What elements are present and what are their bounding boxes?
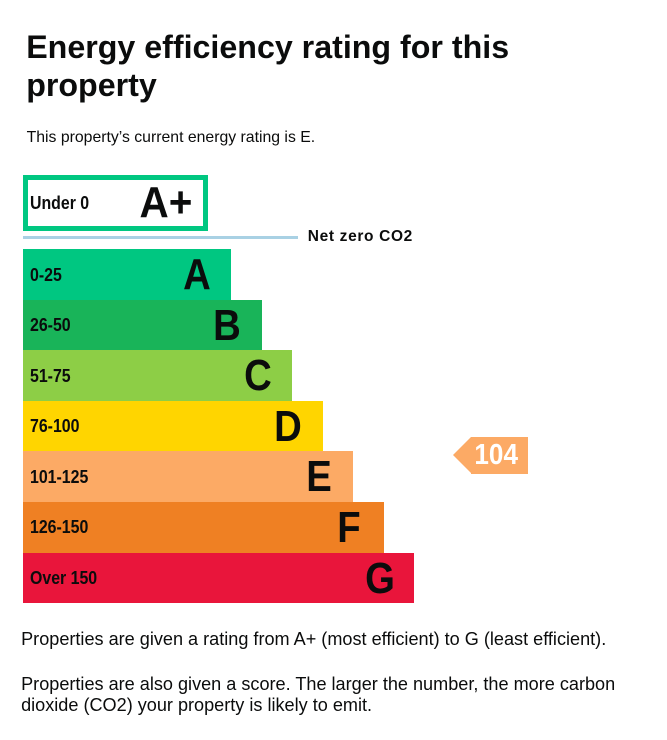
rating-band-a: 0-25 A — [22, 249, 231, 300]
rating-band-letter: D — [274, 401, 303, 451]
rating-band-letter: B — [213, 300, 241, 350]
current-score-value: 104 — [474, 439, 518, 472]
rating-band-range: 26-50 — [30, 314, 71, 336]
current-rating-text: This property’s current energy rating is… — [26, 129, 316, 147]
net-zero-line — [22, 236, 299, 240]
rating-bands: 0-25 A 26-50 B 51-75 C 76-100 D 101-125 … — [22, 249, 415, 604]
rating-band-range: 76-100 — [30, 415, 80, 437]
rating-band-g: Over 150 G — [22, 552, 415, 604]
rating-band-range: 0-25 — [30, 263, 62, 285]
band-a-plus-letter: A+ — [139, 177, 193, 227]
rating-band-b: 26-50 B — [22, 299, 262, 351]
rating-band-f: 126-150 F — [22, 502, 384, 553]
net-zero-label: Net zero CO2 — [307, 228, 413, 246]
marker-arrow-tip — [453, 437, 472, 474]
band-a-plus: Under 0 A+ — [22, 175, 209, 231]
rating-band-e: 101-125 E — [22, 451, 354, 503]
rating-band-letter: E — [306, 452, 332, 502]
rating-footnote: Properties are given a rating from A+ (m… — [21, 629, 607, 650]
page-title: Energy efficiency rating for this proper… — [26, 28, 510, 104]
rating-band-c: 51-75 C — [22, 350, 293, 401]
rating-band-range: 126-150 — [30, 516, 89, 538]
current-score-marker: 104 — [453, 437, 529, 475]
rating-band-range: 101-125 — [30, 465, 89, 487]
score-footnote: Properties are also given a score. The l… — [21, 673, 616, 715]
rating-band-range: 51-75 — [30, 364, 71, 386]
band-a-plus-range: Under 0 — [30, 191, 90, 213]
band-a-plus-border — [22, 175, 209, 231]
rating-band-letter: A — [182, 250, 211, 300]
rating-band-range: Over 150 — [30, 566, 98, 588]
rating-band-letter: G — [364, 553, 395, 603]
rating-band-d: 76-100 D — [22, 400, 323, 452]
rating-band-letter: F — [337, 503, 362, 552]
rating-band-letter: C — [243, 351, 272, 401]
